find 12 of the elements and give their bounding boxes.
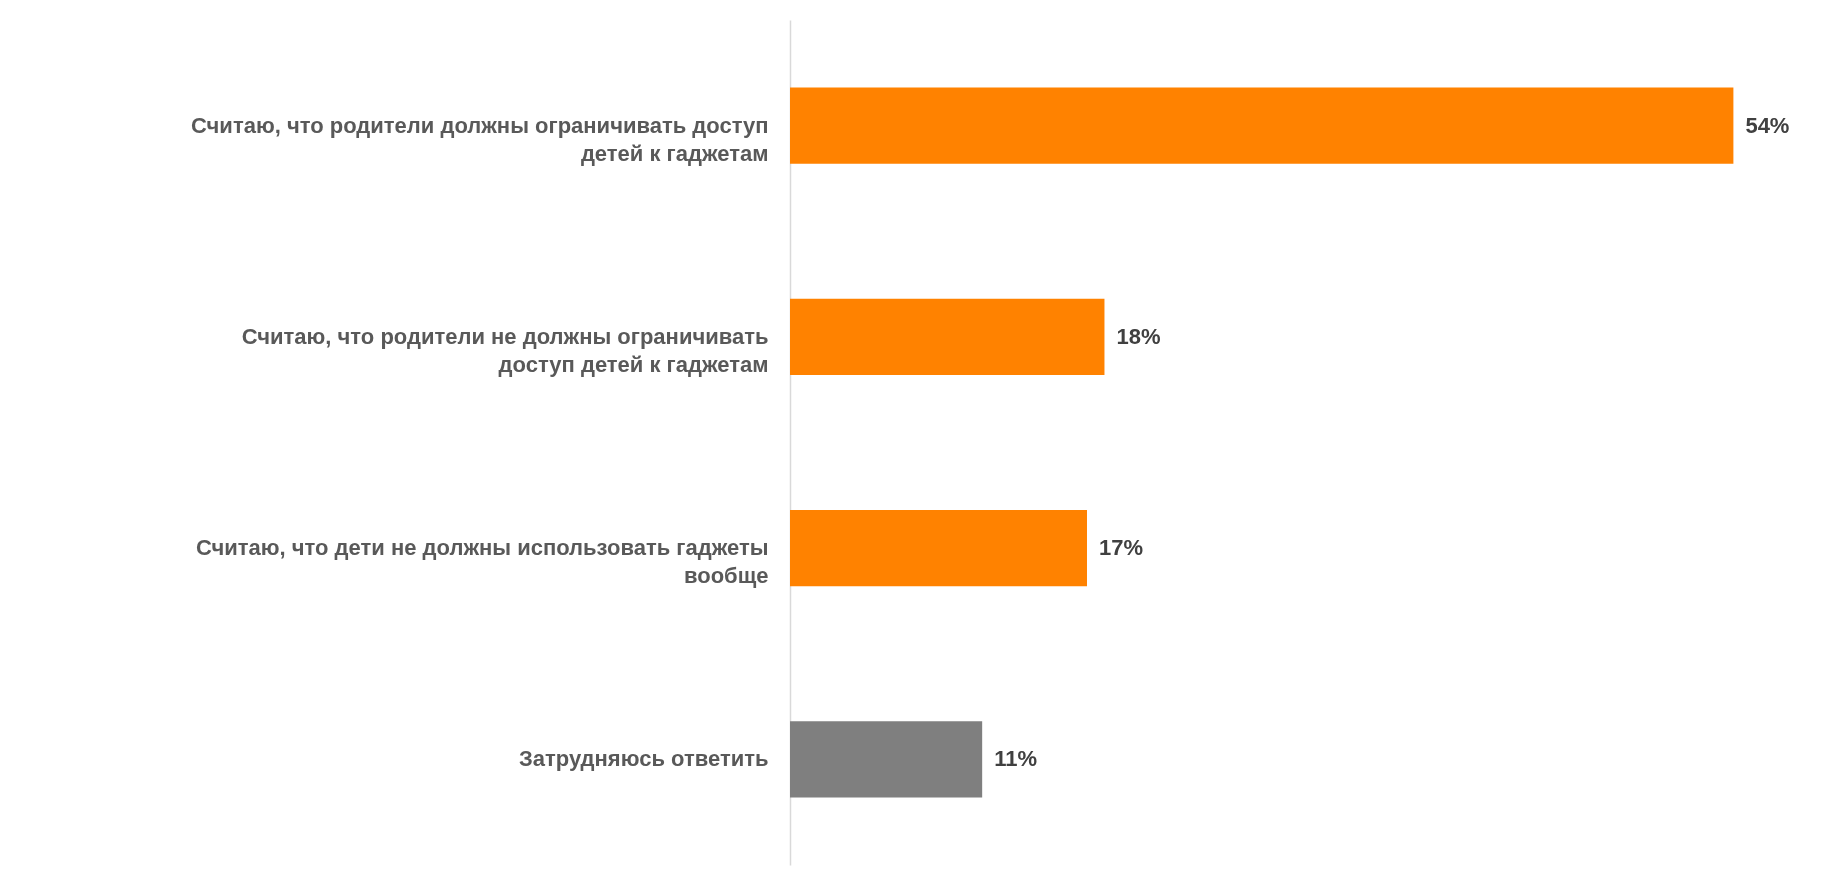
y-tick-label: Считаю, что родители не должны ограничивать доступ детей к гаджетам — [241, 323, 769, 377]
bar — [790, 298, 1105, 375]
data-label: 18% — [1116, 323, 1161, 349]
data-label: 54% — [1745, 112, 1790, 138]
y-tick-label: Считаю, что родители должны ограничивать доступ детей к гаджетам — [191, 112, 769, 166]
data-label: 17% — [1099, 535, 1144, 561]
bar — [790, 510, 1087, 587]
bar — [790, 87, 1734, 164]
y-tick-label: Затрудняюсь ответить — [518, 746, 769, 772]
data-label: 11% — [994, 746, 1037, 772]
y-tick-label: Считаю, что дети не должны использовать гаджеты вообще — [195, 535, 769, 589]
bar — [790, 721, 983, 798]
